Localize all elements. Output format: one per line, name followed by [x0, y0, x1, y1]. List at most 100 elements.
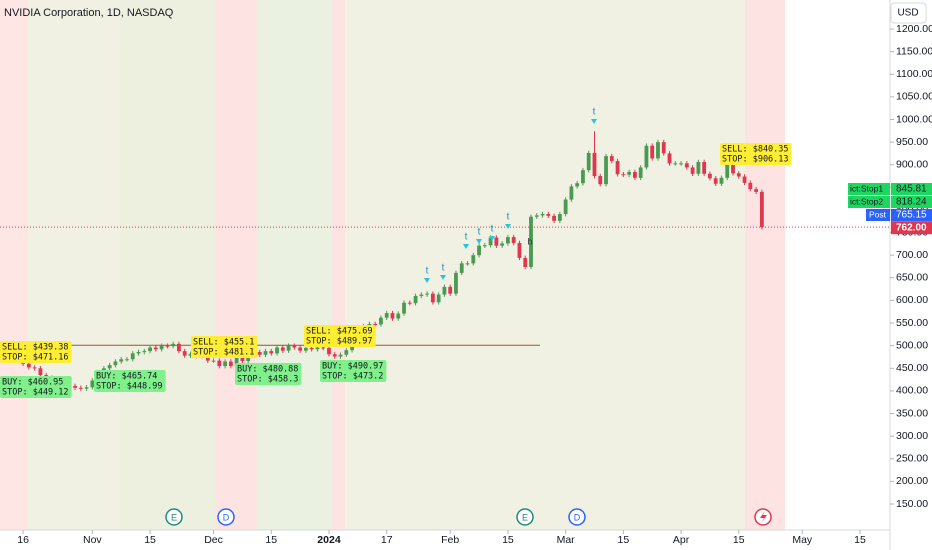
candle-body — [327, 347, 331, 355]
annotation-text: STOP: $458.3 — [237, 375, 298, 385]
band — [257, 0, 332, 530]
y-tick-label: 150.00 — [896, 498, 928, 510]
candle-body — [488, 237, 493, 246]
candle-body — [540, 214, 545, 216]
x-tick-label: 16 — [17, 534, 29, 546]
y-tick-label: 950.00 — [896, 136, 928, 148]
last-price-label: 762.00 — [896, 222, 927, 233]
candle-body — [736, 173, 741, 177]
candle-body — [275, 347, 279, 354]
annotation-text: STOP: $473.2 — [322, 372, 383, 382]
candle-body — [188, 353, 193, 356]
x-tick-label: 15 — [144, 534, 156, 546]
annotation-box — [235, 363, 302, 385]
candle-body — [719, 177, 724, 184]
x-tick-label: 2024 — [317, 534, 341, 546]
candle-body — [684, 163, 689, 168]
candle-body — [500, 243, 505, 246]
signal-label: t — [491, 224, 494, 235]
candle-body — [257, 352, 262, 355]
candle-body — [529, 216, 533, 267]
x-tick-label: May — [792, 534, 813, 546]
event-label: E — [522, 512, 528, 522]
candle-body — [598, 176, 603, 185]
candle-body — [332, 354, 337, 357]
event-icon[interactable] — [568, 508, 586, 526]
band — [785, 0, 890, 530]
candle-body — [661, 142, 666, 154]
candle-body — [171, 343, 176, 347]
candle-body — [506, 237, 510, 244]
event-icon[interactable] — [165, 508, 183, 526]
candle-body — [644, 145, 649, 168]
candle-body — [304, 347, 308, 351]
candle-body — [454, 272, 458, 294]
price-name-box — [848, 196, 890, 208]
x-tick-label: Apr — [673, 534, 690, 546]
annotation-box — [304, 325, 376, 347]
candle-body — [690, 167, 695, 174]
event-icon[interactable] — [217, 508, 235, 526]
candle-body — [148, 347, 152, 352]
candle-body — [448, 286, 453, 294]
band — [745, 0, 785, 530]
candle-body — [557, 214, 562, 221]
currency-label: USD — [897, 8, 918, 19]
candle-body — [477, 245, 481, 256]
event-bolt — [760, 511, 767, 523]
event-label: D — [574, 512, 581, 522]
candle-body — [38, 368, 43, 376]
candle-body — [442, 286, 447, 295]
y-tick-label: 700.00 — [896, 249, 928, 261]
y-tick-label: 1050.00 — [896, 91, 932, 103]
annotation-text: STOP: $449.12 — [2, 388, 69, 398]
candle-body — [702, 162, 707, 174]
price-value-box — [891, 183, 932, 195]
candle-body — [759, 191, 764, 228]
candle-body — [211, 360, 216, 362]
annotation-box — [0, 376, 72, 398]
candle-body — [286, 345, 291, 351]
annotation-box — [720, 143, 792, 165]
event-label: E — [171, 512, 177, 522]
candle-body — [344, 350, 349, 355]
candle-body — [621, 174, 626, 176]
candle-body — [107, 365, 112, 369]
candle-body — [373, 323, 378, 325]
candle-body — [609, 156, 614, 162]
y-tick-label: 1100.00 — [896, 68, 932, 80]
annotation-text: SELL: $840.35 — [722, 145, 789, 155]
candle-body — [298, 347, 303, 351]
candle-body — [413, 295, 418, 304]
annotation-text: BUY: $490.97 — [322, 362, 383, 372]
y-tick-label: 550.00 — [896, 317, 928, 329]
signal-label: b — [527, 236, 532, 246]
x-tick-label: 15 — [265, 534, 277, 546]
candle-body — [534, 215, 539, 217]
candle-body — [459, 263, 464, 273]
x-tick-label: 15 — [502, 534, 514, 546]
annotation-text: STOP: $448.99 — [96, 382, 163, 392]
signal-triangle — [424, 278, 430, 283]
last-price-box — [891, 221, 932, 235]
y-tick-label: 250.00 — [896, 453, 928, 465]
price-value: 765.15 — [896, 210, 927, 221]
candle-body — [125, 359, 129, 361]
candle-body — [667, 153, 672, 164]
candle-body — [650, 145, 655, 159]
candle-body — [315, 347, 320, 350]
candle-body — [563, 199, 568, 215]
candle-body — [725, 162, 730, 178]
candle-body — [73, 385, 77, 388]
candle-body — [32, 367, 37, 369]
y-tick-label: 400.00 — [896, 385, 928, 397]
chart-title: NVIDIA Corporation, 1D, NASDAQ — [4, 7, 174, 19]
event-icon[interactable] — [516, 508, 534, 526]
candle-body — [159, 345, 164, 350]
annotation-box — [94, 370, 166, 392]
annotation-text: BUY: $460.95 — [2, 378, 63, 388]
currency-button[interactable] — [890, 2, 927, 24]
candle-body — [569, 186, 574, 200]
candle-body — [182, 351, 187, 356]
candle-body — [482, 245, 487, 247]
